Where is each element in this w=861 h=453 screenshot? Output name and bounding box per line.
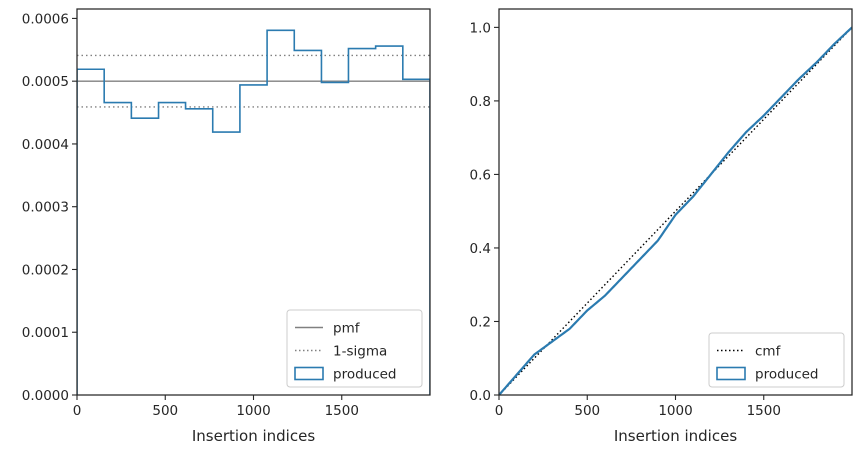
y-tick-label: 0.0006 xyxy=(22,11,69,27)
chart-left-pmf: 0 500 1000 1500 0.0000 0.0001 0.0002 0.0003 0.00… xyxy=(22,8,431,445)
x-tick-label: 500 xyxy=(152,403,178,419)
y-tick-label: 0.0 xyxy=(470,388,491,404)
plot-area xyxy=(499,26,852,395)
chart-right-xlabel: Insertion indices xyxy=(614,427,737,445)
y-tick-label: 0.0000 xyxy=(22,388,69,404)
chart-right-cmf: 0 500 1000 1500 0.0 0.2 0.4 0.6 0.8 1.0 Insertion… xyxy=(470,8,853,445)
chart-left-xlabel: Insertion indices xyxy=(192,427,315,445)
chart-right-legend: cmf produced xyxy=(708,332,845,388)
y-tick-label: 0.2 xyxy=(470,314,491,330)
histogram-step-line xyxy=(77,29,430,395)
x-tick-label: 1500 xyxy=(325,403,359,419)
x-tick-label: 500 xyxy=(574,403,600,419)
y-tick-label: 0.0002 xyxy=(22,262,69,278)
plot-area xyxy=(77,29,430,395)
legend-handle-box xyxy=(294,366,324,381)
legend-label: pmf xyxy=(333,321,361,337)
y-tick-label: 0.0005 xyxy=(22,74,69,90)
chart-left-ticks: 0 500 1000 1500 0.0000 0.0001 0.0002 0.0003 0.00… xyxy=(22,11,359,419)
y-tick-label: 0.6 xyxy=(470,167,491,183)
legend-label: 1-sigma xyxy=(333,344,387,360)
y-tick-label: 0.0003 xyxy=(22,200,69,216)
y-tick-label: 0.0004 xyxy=(22,137,69,153)
legend-label: produced xyxy=(755,367,819,383)
x-tick-label: 0 xyxy=(495,403,504,419)
legend-label: produced xyxy=(333,367,397,383)
x-tick-label: 1000 xyxy=(658,403,692,419)
chart-right-ticks: 0 500 1000 1500 0.0 0.2 0.4 0.6 0.8 1.0 xyxy=(470,20,781,419)
cmf-line xyxy=(499,26,852,395)
y-tick-label: 0.8 xyxy=(470,94,491,110)
legend-handle-box xyxy=(716,366,746,381)
chart-left-legend: pmf 1-sigma produced xyxy=(286,309,423,388)
x-tick-label: 0 xyxy=(73,403,82,419)
y-tick-label: 0.4 xyxy=(470,241,491,257)
y-tick-label: 1.0 xyxy=(470,20,491,36)
produced-line xyxy=(499,26,852,395)
x-tick-label: 1000 xyxy=(236,403,270,419)
chart-left-marks xyxy=(77,29,430,395)
legend-box xyxy=(708,332,845,388)
x-tick-label: 1500 xyxy=(747,403,781,419)
legend-label: cmf xyxy=(755,344,782,360)
chart-right-marks xyxy=(499,26,852,395)
y-tick-label: 0.0001 xyxy=(22,325,69,341)
